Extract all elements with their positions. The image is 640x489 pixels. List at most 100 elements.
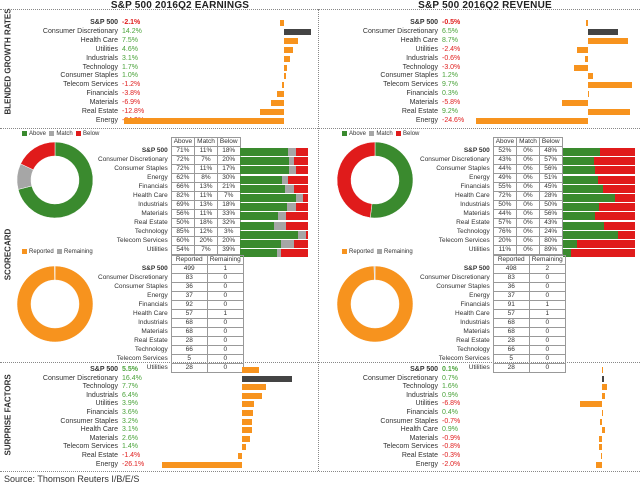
value-label-technology: 7.7% <box>122 383 138 391</box>
value-label-real-estate: 9.2% <box>442 108 458 115</box>
value-label-utilities: 3.9% <box>122 400 138 408</box>
cell-match: 7% <box>194 155 218 165</box>
legend-reported-label: Reported <box>29 249 54 256</box>
stack-segment-above <box>240 184 285 193</box>
bar-consumer-staples <box>599 418 602 425</box>
cell-below: 89% <box>538 245 563 255</box>
bar-materials <box>599 435 602 442</box>
bar-technology <box>284 64 288 71</box>
donut-slice-above <box>369 141 414 219</box>
revenue-scorecard-grid: Above Match Below S&P 500 52% 0% 48% Consumer D… <box>418 137 563 255</box>
row-label-consumer-discretionary: Consumer Discretionary <box>98 274 168 281</box>
cell-below: 3% <box>216 227 241 237</box>
value-label-financials: 3.6% <box>122 409 138 416</box>
category-label-materials: Materials <box>89 434 118 442</box>
value-label-sandp-500: 5.5% <box>122 366 138 373</box>
stacked-bar-health-care <box>240 194 308 202</box>
stack-segment-above <box>240 157 290 166</box>
cell-below: 24% <box>538 227 563 237</box>
separator-scorecard <box>0 362 640 363</box>
header-row: Reported Remaining <box>418 255 566 265</box>
cell-above: 55% <box>492 182 518 192</box>
earnings-title: S&P 500 2016Q2 EARNINGS <box>110 0 250 11</box>
bar-financials <box>276 91 284 98</box>
cell-below: 18% <box>216 146 241 156</box>
earnings-reported-grid: Reported Remaining S&P 500 499 1 Consumer Dis… <box>96 255 244 373</box>
category-label-sandp-500: S&P 500 <box>410 366 438 373</box>
table-row: Energy 37 0 <box>96 291 244 301</box>
value-label-energy: -24.6% <box>442 116 465 124</box>
bar-financials <box>588 91 590 98</box>
donut-slice-remaining <box>373 265 376 281</box>
stack-segment-above <box>563 157 594 166</box>
cell-remaining: 0 <box>528 282 566 292</box>
cell-above: 56% <box>170 209 196 219</box>
cell-remaining: 0 <box>528 345 566 355</box>
category-label-industrials: Industrials <box>86 391 118 399</box>
table-row: Telecom Services 5 0 <box>418 354 566 364</box>
cell-remaining: 0 <box>528 336 566 346</box>
cell-above: 76% <box>492 227 518 237</box>
table-row: Materials 44% 0% 56% <box>418 209 563 219</box>
cell-above: 44% <box>492 164 518 174</box>
value-label-telecom-services: 1.4% <box>122 443 138 451</box>
row-label-technology: Technology <box>456 346 490 353</box>
value-label-energy: -26.1% <box>122 460 145 468</box>
cell-above: 60% <box>170 236 196 246</box>
table-row: S&P 500 52% 0% 48% <box>418 146 563 156</box>
cell-above: 72% <box>492 191 518 201</box>
stacked-bar-utilities <box>563 249 635 258</box>
stacked-bar-telecom-services <box>240 240 308 248</box>
stack-segment-match <box>274 221 287 230</box>
cell-match: 20% <box>194 236 218 246</box>
cell-above: 66% <box>170 182 196 192</box>
revenue-reported-legend: Reported Remaining <box>342 249 413 255</box>
earnings-above-match-below-legend: Above Match Below <box>22 131 99 137</box>
stack-segment-below <box>577 240 635 248</box>
bar-real-estate <box>601 453 602 459</box>
cell-reported: 5 <box>492 354 530 364</box>
row-label-financials: Financials <box>460 183 490 190</box>
revenue-reported-donut <box>336 265 414 343</box>
table-row: Utilities 28 0 <box>96 363 244 373</box>
row-label-industrials: Industrials <box>138 201 168 208</box>
value-label-technology: 1.7% <box>122 63 138 71</box>
category-label-consumer-staples: Consumer Staples <box>380 417 438 425</box>
table-row: Health Care 57 1 <box>96 309 244 319</box>
cell-above: 69% <box>170 200 196 210</box>
category-label-sandp-500: S&P 500 <box>90 366 118 373</box>
table-row: Financials 91 1 <box>418 300 566 310</box>
value-label-consumer-discretionary: 16.4% <box>122 374 142 382</box>
row-label-real-estate: Real Estate <box>456 337 490 344</box>
bar-industrials <box>284 55 290 62</box>
cell-below: 28% <box>538 191 563 201</box>
stack-segment-below <box>294 240 308 248</box>
stack-segment-below <box>617 230 635 239</box>
row-label-financials: Financials <box>460 301 490 308</box>
cell-above: 50% <box>492 200 518 210</box>
stack-segment-below <box>593 157 635 166</box>
cell-remaining: 0 <box>528 291 566 301</box>
stack-segment-below <box>604 221 635 230</box>
category-label-utilities: Utilities <box>95 45 118 53</box>
stacked-bar-consumer-staples <box>563 166 635 175</box>
donut-slice-below <box>336 141 376 218</box>
legend-match-swatch <box>49 131 55 136</box>
column-header-below: Below <box>538 137 563 147</box>
stack-segment-below <box>602 184 635 193</box>
row-label-energy: Energy <box>469 174 490 181</box>
cell-above: 71% <box>170 146 196 156</box>
row-label-telecom-services: Telecom Services <box>438 355 490 362</box>
earnings-scorecard-grid: Above Match Below S&P 500 71% 11% 18% Consumer … <box>96 137 241 255</box>
cell-match: 8% <box>194 173 218 183</box>
row-label-consumer-discretionary: Consumer Discretionary <box>420 274 490 281</box>
table-row: Consumer Discretionary 83 0 <box>96 273 244 283</box>
value-label-consumer-staples: 1.0% <box>122 72 138 80</box>
cell-match: 0% <box>516 236 540 246</box>
row-label-utilities: Utilities <box>468 364 490 371</box>
value-label-health-care: 7.5% <box>122 36 138 44</box>
value-label-telecom-services: -0.8% <box>442 443 461 451</box>
cell-reported: 499 <box>170 264 208 274</box>
donut-slice-reported <box>336 265 414 343</box>
cell-remaining: 1 <box>206 309 244 319</box>
